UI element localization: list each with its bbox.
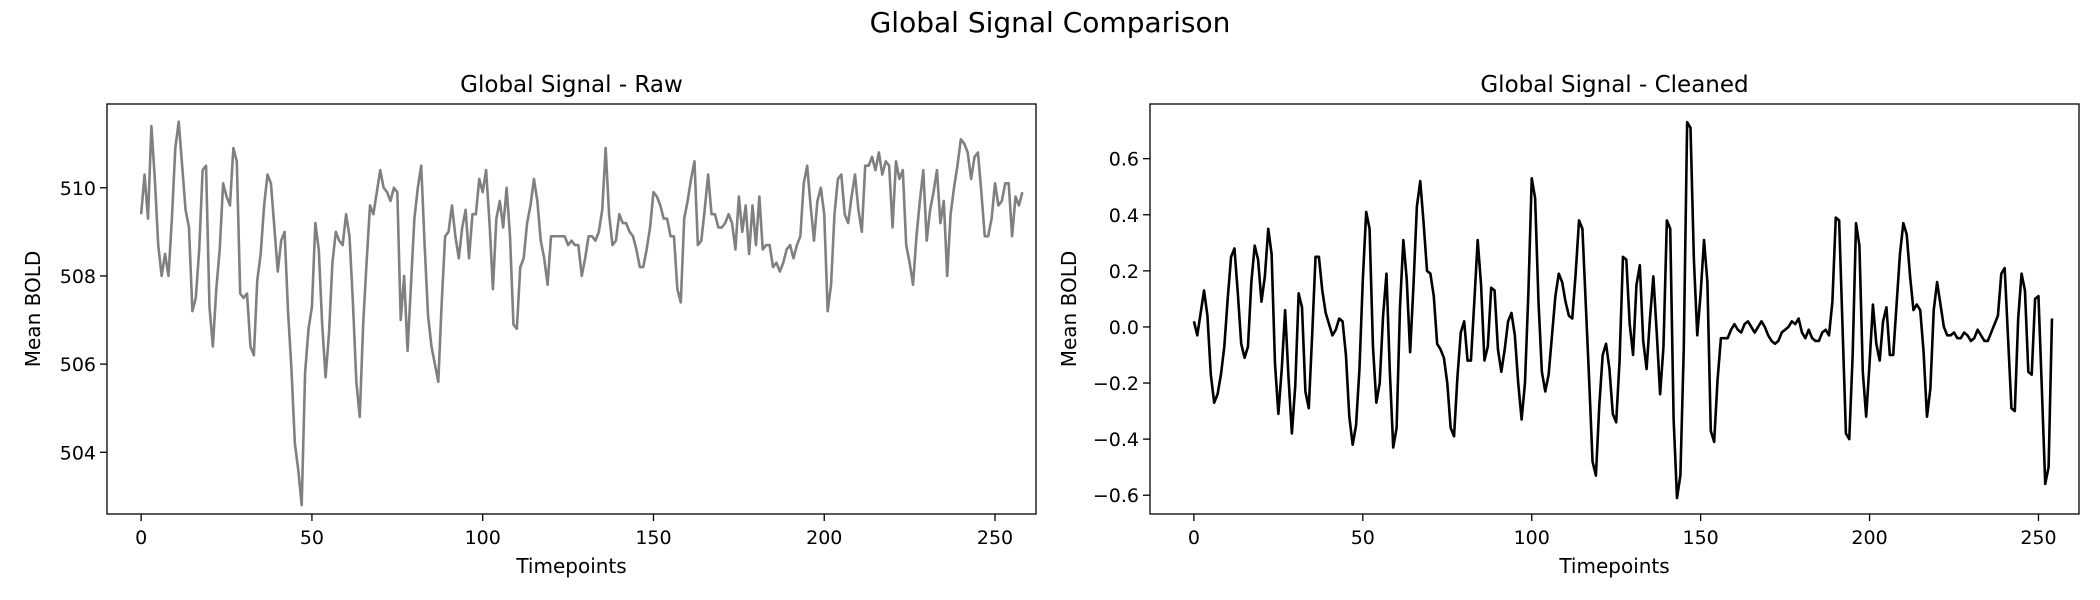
x-tick-label: 50: [300, 527, 324, 549]
y-tick-label: −0.2: [1093, 373, 1139, 395]
y-tick-label: 0.2: [1109, 261, 1139, 283]
series-line-raw: [139, 120, 1024, 507]
y-tick-label: −0.4: [1093, 429, 1139, 451]
x-tick-label: 250: [2020, 527, 2056, 549]
x-tick-label: 50: [1351, 527, 1375, 549]
y-tick-label: 506: [60, 354, 96, 376]
y-tick-label: 0.0: [1109, 317, 1139, 339]
x-tick-label: 0: [135, 527, 147, 549]
y-tick-label: 510: [60, 178, 96, 200]
y-tick-label: −0.6: [1093, 485, 1139, 507]
x-tick-label: 200: [806, 527, 842, 549]
plot-frame: [1149, 103, 2080, 515]
series-line-cleaned: [1192, 120, 2054, 500]
x-tick-label: 200: [1851, 527, 1887, 549]
x-tick-label: 0: [1188, 527, 1200, 549]
y-axis-label: Mean BOLD: [1057, 251, 1081, 368]
y-tick-label: 0.6: [1109, 149, 1139, 171]
x-axis-label: Timepoints: [1558, 554, 1669, 578]
plot-frame: [106, 103, 1037, 515]
x-tick-label: 150: [635, 527, 671, 549]
chart-panel-raw: 0 50 100 150 200 250 504 506 508 510 Global Signal…: [21, 72, 1037, 578]
x-tick-label: 100: [1514, 527, 1550, 549]
figure-title: Global Signal Comparison: [869, 6, 1231, 39]
chart-title: Global Signal - Raw: [460, 72, 683, 98]
x-axis-label: Timepoints: [515, 554, 626, 578]
chart-panel-cleaned: 0 50 100 150 200 250 −0.6 −0.4 −0.2 0.0 0.2 0.4 0.6 G…: [1057, 72, 2080, 578]
y-tick-label: 0.4: [1109, 205, 1139, 227]
y-axis-label: Mean BOLD: [21, 251, 45, 368]
x-tick-label: 100: [465, 527, 501, 549]
y-tick-label: 504: [60, 442, 96, 464]
chart-title: Global Signal - Cleaned: [1480, 72, 1748, 98]
x-tick-label: 250: [977, 527, 1013, 549]
x-tick-label: 150: [1683, 527, 1719, 549]
y-tick-label: 508: [60, 266, 96, 288]
